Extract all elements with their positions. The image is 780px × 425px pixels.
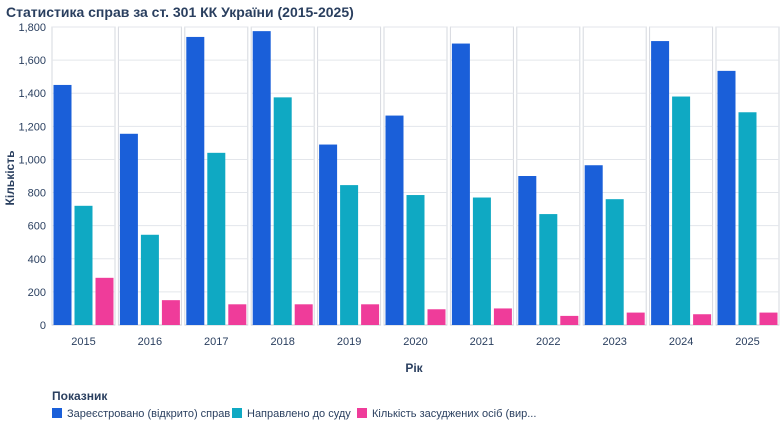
chart-title: Статистика справ за ст. 301 КК України (… [6, 4, 354, 20]
bar-2019-series-3[interactable] [361, 304, 380, 325]
bar-2025-series-2[interactable] [738, 112, 757, 325]
x-tick-label-2016: 2016 [138, 336, 162, 348]
legend-title: Показник [52, 389, 108, 403]
bar-2019-series-1[interactable] [319, 144, 338, 325]
x-tick-label-2025: 2025 [735, 336, 759, 348]
bar-2017-series-2[interactable] [207, 152, 226, 325]
y-tick-label: 400 [28, 254, 46, 266]
x-axis-ticks: 2015 2016 2017 2018 2019 2020 2021 2022 2023 2024… [71, 336, 759, 348]
x-tick-label-2017: 2017 [204, 336, 228, 348]
y-tick-label: 200 [28, 287, 46, 299]
bar-2023-series-2[interactable] [605, 199, 624, 325]
x-tick-label-2018: 2018 [270, 336, 294, 348]
bar-2015-series-2[interactable] [74, 205, 93, 325]
bar-2022-series-3[interactable] [560, 315, 579, 325]
bar-2017-series-3[interactable] [228, 304, 247, 325]
legend[interactable]: Зареєстровано (відкрито) справ Направлено… [52, 408, 536, 420]
bar-2018-series-2[interactable] [273, 97, 292, 325]
bar-2024-series-2[interactable] [672, 96, 691, 326]
legend-label: Направлено до суду [247, 408, 351, 420]
bar-2024-series-1[interactable] [651, 41, 670, 325]
bar-2025-series-1[interactable] [717, 70, 736, 325]
y-tick-label: 0 [40, 320, 46, 332]
legend-item-1[interactable]: Зареєстровано (відкрито) справ [52, 408, 230, 420]
x-axis-title: Рік [405, 361, 423, 375]
legend-label: Кількість засуджених осіб (вир... [372, 408, 536, 420]
bar-2021-series-1[interactable] [451, 43, 470, 326]
legend-swatch [232, 408, 242, 418]
legend-item-2[interactable]: Направлено до суду [232, 408, 351, 420]
legend-item-3[interactable]: Кількість засуджених осіб (вир... [357, 408, 536, 420]
bar-2022-series-2[interactable] [539, 214, 558, 325]
bar-2025-series-3[interactable] [759, 312, 778, 325]
bar-2024-series-3[interactable] [693, 314, 712, 325]
x-tick-label-2024: 2024 [669, 336, 693, 348]
y-tick-label: 1,400 [18, 88, 46, 100]
y-tick-label: 1,000 [18, 154, 46, 166]
x-tick-label-2015: 2015 [71, 336, 95, 348]
bar-2023-series-3[interactable] [626, 312, 645, 325]
bar-2018-series-3[interactable] [294, 304, 313, 325]
y-tick-label: 1,600 [18, 55, 46, 67]
bar-2016-series-1[interactable] [119, 133, 138, 325]
bar-2016-series-3[interactable] [161, 300, 180, 325]
bar-2019-series-2[interactable] [340, 185, 359, 325]
bar-2021-series-3[interactable] [493, 308, 512, 325]
bar-2016-series-2[interactable] [140, 234, 159, 325]
y-tick-label: 1,800 [18, 22, 46, 34]
bar-2023-series-1[interactable] [584, 165, 603, 325]
x-tick-label-2020: 2020 [403, 336, 427, 348]
legend-swatch [357, 408, 367, 418]
bars [53, 31, 778, 326]
legend-label: Зареєстровано (відкрито) справ [67, 408, 230, 420]
bar-2020-series-3[interactable] [427, 309, 446, 325]
bar-2015-series-3[interactable] [95, 277, 114, 325]
y-axis-ticks: 0 200 400 600 800 1,000 1,200 1,400 1,600 1,800 [18, 22, 46, 332]
x-tick-label-2022: 2022 [536, 336, 560, 348]
y-tick-label: 1,200 [18, 121, 46, 133]
bar-2022-series-1[interactable] [518, 176, 537, 325]
bar-2017-series-1[interactable] [186, 36, 205, 325]
bar-2018-series-1[interactable] [252, 31, 271, 326]
bar-2020-series-1[interactable] [385, 115, 404, 325]
bar-2015-series-1[interactable] [53, 84, 72, 325]
x-tick-label-2023: 2023 [602, 336, 626, 348]
y-tick-label: 600 [28, 221, 46, 233]
bar-2020-series-2[interactable] [406, 195, 425, 325]
legend-swatch [52, 408, 62, 418]
y-axis-title: Кількість [3, 151, 17, 206]
x-tick-label-2021: 2021 [470, 336, 494, 348]
bar-2021-series-2[interactable] [472, 197, 491, 325]
y-tick-label: 800 [28, 188, 46, 200]
x-tick-label-2019: 2019 [337, 336, 361, 348]
